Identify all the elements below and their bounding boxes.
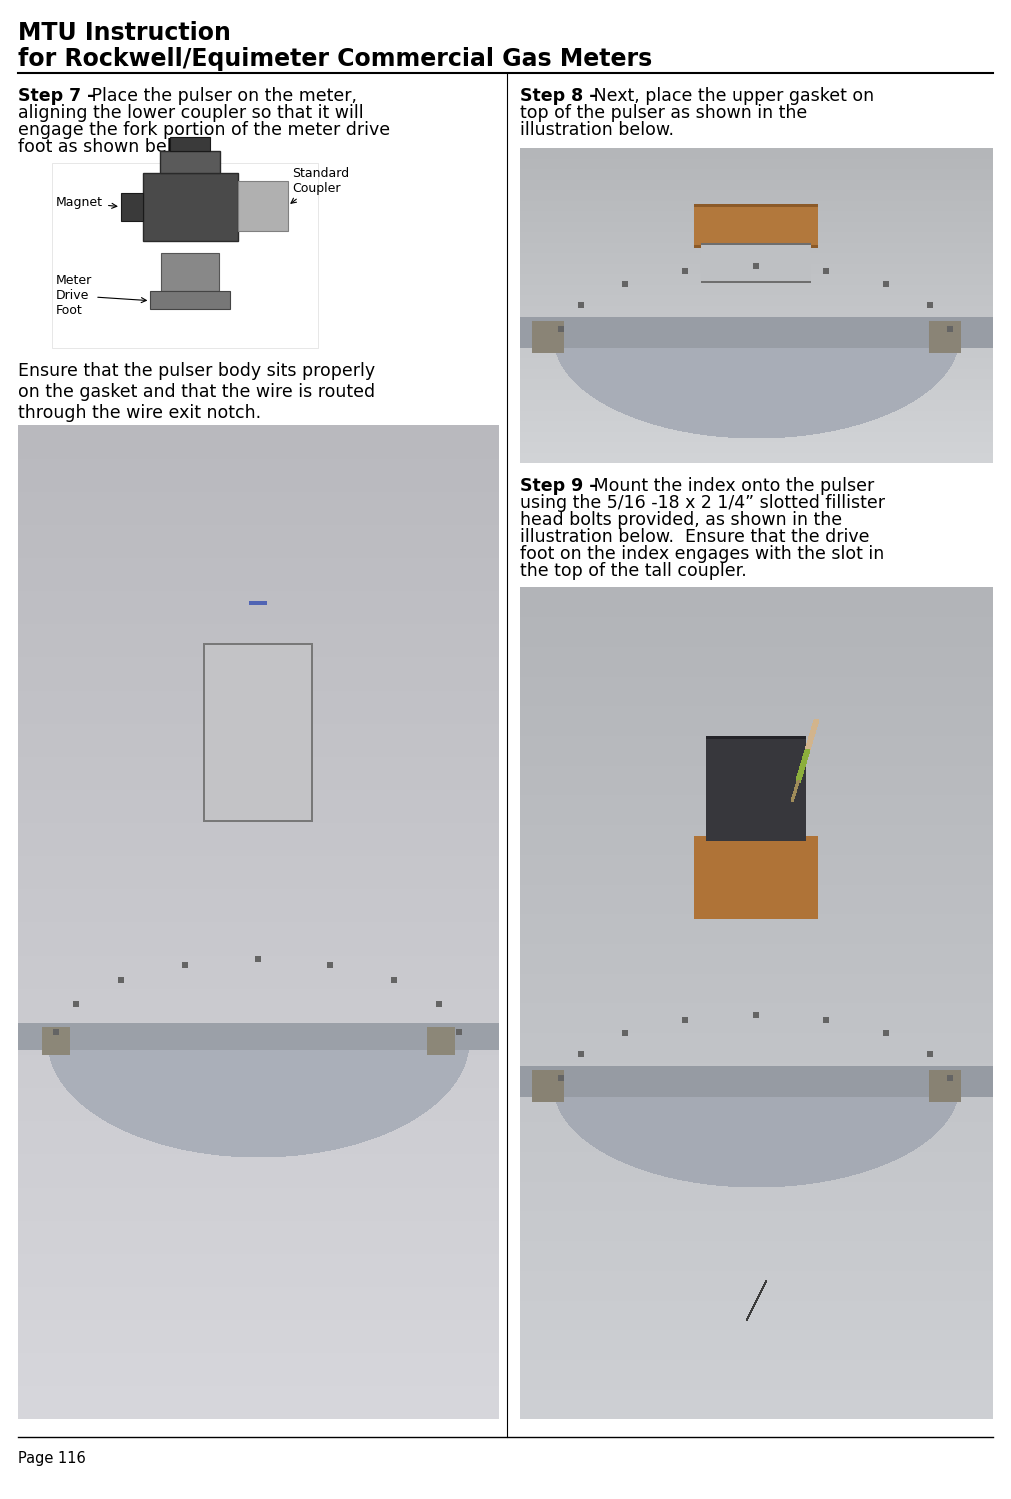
Text: aligning the lower coupler so that it will: aligning the lower coupler so that it wi… (18, 103, 364, 121)
FancyBboxPatch shape (121, 193, 143, 220)
Text: illustration below.  Ensure that the drive: illustration below. Ensure that the driv… (520, 528, 869, 546)
Text: Meter
Drive
Foot: Meter Drive Foot (56, 274, 147, 318)
Text: Step 9 –: Step 9 – (520, 477, 598, 495)
Text: Place the pulser on the meter,: Place the pulser on the meter, (86, 87, 357, 105)
FancyBboxPatch shape (162, 253, 219, 291)
FancyBboxPatch shape (151, 291, 231, 309)
Text: Ensure that the pulser body sits properly
on the gasket and that the wire is rou: Ensure that the pulser body sits properl… (18, 361, 375, 421)
Text: foot on the index engages with the slot in: foot on the index engages with the slot … (520, 546, 885, 564)
Text: using the 5/16 -18 x 2 1/4” slotted fillister: using the 5/16 -18 x 2 1/4” slotted fill… (520, 495, 885, 513)
Text: Standard
Coupler: Standard Coupler (291, 166, 349, 204)
Text: Mount the index onto the pulser: Mount the index onto the pulser (588, 477, 875, 495)
FancyBboxPatch shape (170, 136, 210, 151)
FancyBboxPatch shape (238, 181, 288, 231)
Text: Step 7 –: Step 7 – (18, 87, 96, 105)
Text: engage the fork portion of the meter drive: engage the fork portion of the meter dri… (18, 121, 390, 139)
Text: MTU Instruction: MTU Instruction (18, 21, 231, 45)
Text: Magnet: Magnet (56, 196, 117, 210)
FancyBboxPatch shape (52, 163, 318, 348)
FancyBboxPatch shape (143, 172, 238, 241)
Text: foot as shown below.: foot as shown below. (18, 138, 200, 156)
Text: Page 116: Page 116 (18, 1451, 86, 1466)
FancyBboxPatch shape (161, 151, 220, 172)
Text: for Rockwell/Equimeter Commercial Gas Meters: for Rockwell/Equimeter Commercial Gas Me… (18, 46, 652, 70)
Text: Step 8 –: Step 8 – (520, 87, 598, 105)
Text: top of the pulser as shown in the: top of the pulser as shown in the (520, 103, 807, 121)
Text: illustration below.: illustration below. (520, 121, 674, 139)
Text: head bolts provided, as shown in the: head bolts provided, as shown in the (520, 511, 842, 529)
Text: the top of the tall coupler.: the top of the tall coupler. (520, 562, 747, 580)
Text: Next, place the upper gasket on: Next, place the upper gasket on (588, 87, 875, 105)
